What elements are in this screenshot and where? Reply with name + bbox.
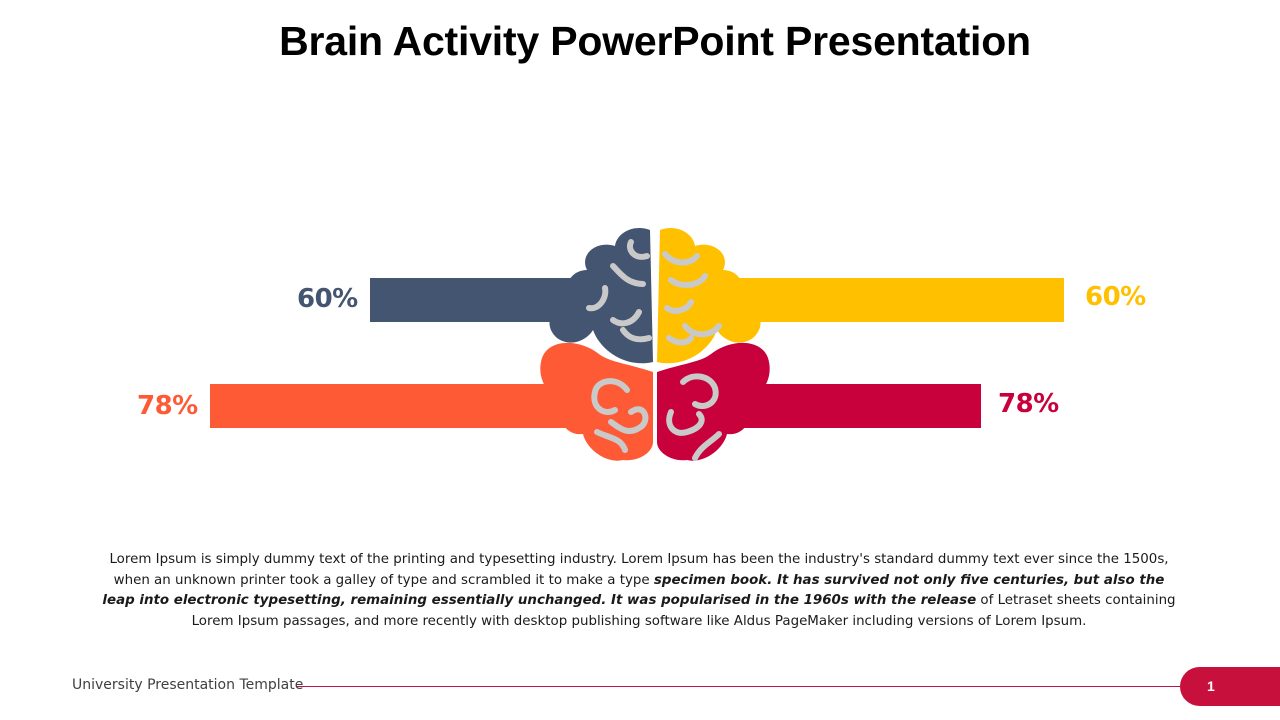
brain-lobe-top-right [657, 227, 761, 364]
percent-label-top-left: 60% [297, 284, 358, 314]
brain-icon [540, 227, 770, 461]
slide-title: Brain Activity PowerPoint Presentation [279, 18, 1031, 64]
brain-lobe-bottom-left [540, 342, 653, 461]
description-emphasis: specimen book. It has survived not only … [102, 572, 1165, 609]
page-number-badge: 1 [1180, 667, 1280, 706]
bar-top-right [700, 278, 1064, 322]
bar-bottom-left [210, 384, 610, 428]
brain-lobe-bottom-right [657, 342, 770, 461]
description-text-1: Lorem Ipsum is simply dummy text of the … [109, 552, 1169, 588]
percent-label-top-right: 60% [1085, 282, 1146, 312]
brain-lobe-top-left [549, 227, 653, 364]
page-number: 1 [1207, 678, 1215, 694]
percent-label-bottom-right: 78% [998, 389, 1059, 419]
footer-template-label: University Presentation Template [72, 677, 304, 693]
percent-label-bottom-left: 78% [137, 391, 198, 421]
description-paragraph: Lorem Ipsum is simply dummy text of the … [100, 550, 1178, 632]
description-text-2: of Letraset sheets containing Lorem Ipsu… [191, 593, 1176, 629]
footer-divider [297, 686, 1197, 687]
